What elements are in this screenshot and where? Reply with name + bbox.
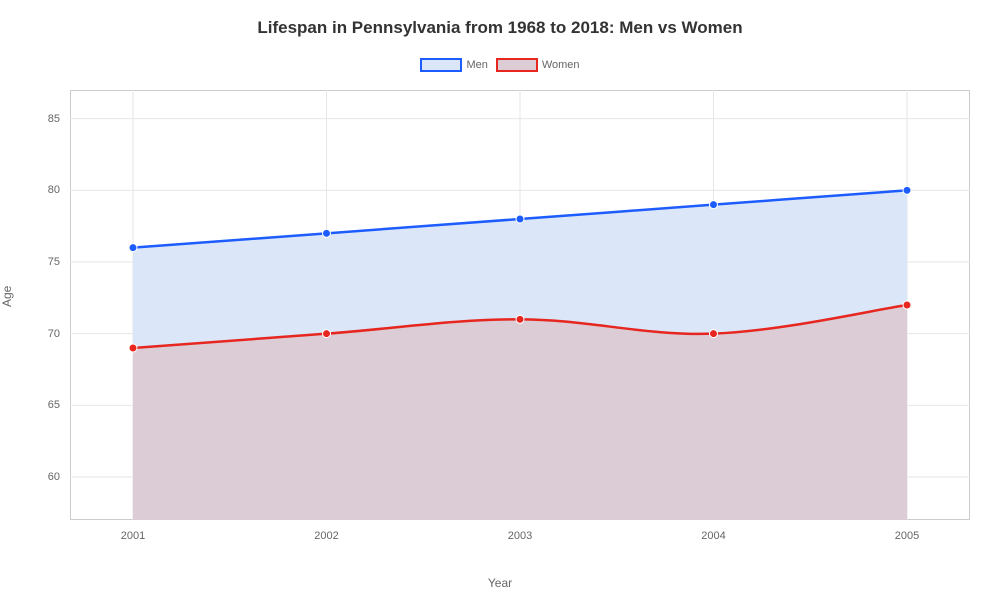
x-tick-label: 2004 [701, 530, 725, 542]
chart-container: Lifespan in Pennsylvania from 1968 to 20… [0, 0, 1000, 600]
plot-area [70, 90, 970, 520]
legend-item-women: Women [496, 58, 580, 72]
legend-swatch-men [420, 58, 462, 72]
y-tick-label: 70 [30, 328, 60, 340]
legend: Men Women [0, 58, 1000, 72]
x-tick-label: 2001 [121, 530, 145, 542]
legend-swatch-women [496, 58, 538, 72]
y-tick-label: 60 [30, 471, 60, 483]
chart-title: Lifespan in Pennsylvania from 1968 to 20… [0, 18, 1000, 38]
legend-label-men: Men [466, 59, 487, 71]
y-tick-label: 75 [30, 256, 60, 268]
y-tick-label: 80 [30, 184, 60, 196]
legend-label-women: Women [542, 59, 580, 71]
y-tick-label: 85 [30, 113, 60, 125]
x-axis-label: Year [0, 576, 1000, 590]
y-tick-label: 65 [30, 399, 60, 411]
x-tick-label: 2003 [508, 530, 532, 542]
x-tick-label: 2005 [895, 530, 919, 542]
legend-item-men: Men [420, 58, 487, 72]
x-tick-label: 2002 [314, 530, 338, 542]
y-axis-label: Age [0, 286, 14, 307]
